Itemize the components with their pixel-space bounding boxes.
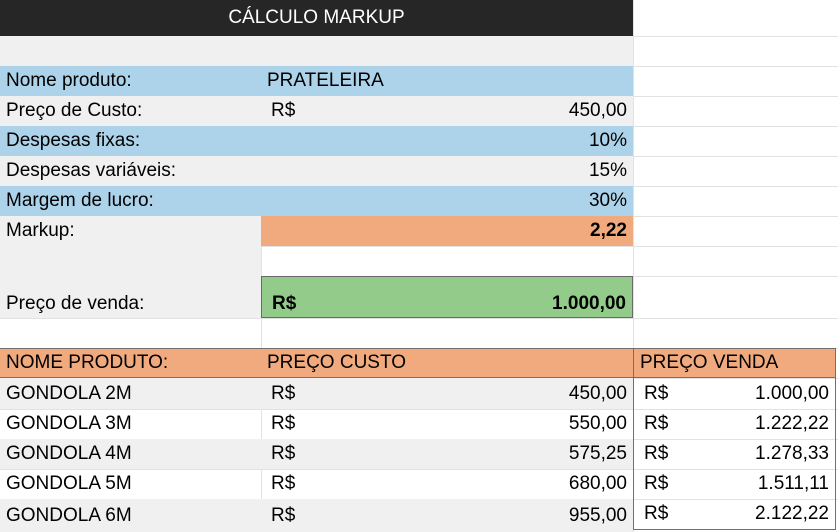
currency-symbol: R$: [644, 443, 669, 464]
header-cost-price[interactable]: PREÇO CUSTO: [261, 348, 633, 378]
table-row-price[interactable]: R$ 1.511,11: [633, 469, 836, 499]
sale-price-cell[interactable]: R$ 1.000,00: [261, 276, 633, 318]
price-value: 1.511,11: [757, 473, 829, 494]
markup-value[interactable]: 2,22: [261, 216, 633, 246]
cost-value: 550,00: [568, 413, 627, 434]
markup-label[interactable]: Markup:: [0, 216, 261, 246]
currency-symbol: R$: [644, 473, 669, 494]
variable-expenses-value[interactable]: 15%: [261, 156, 633, 186]
empty-row[interactable]: [0, 36, 633, 66]
fixed-expenses-value[interactable]: 10%: [261, 126, 633, 156]
sheet-title[interactable]: CÁLCULO MARKUP: [0, 0, 633, 36]
currency-symbol: R$: [271, 473, 296, 494]
table-row-price[interactable]: R$ 1.278,33: [633, 439, 836, 469]
currency-symbol: R$: [271, 382, 296, 404]
table-row-name[interactable]: GONDOLA 2M: [0, 378, 261, 409]
cost-price-value: 450,00: [568, 100, 627, 121]
table-row-name[interactable]: GONDOLA 6M: [0, 499, 261, 532]
price-value: 2.122,22: [755, 503, 829, 524]
currency-symbol: R$: [272, 293, 297, 314]
currency-symbol: R$: [644, 413, 669, 434]
table-row-cost[interactable]: R$ 680,00: [261, 469, 633, 499]
table-row-name[interactable]: GONDOLA 3M: [6, 413, 132, 434]
profit-margin-value[interactable]: 30%: [261, 186, 633, 216]
price-value: 1.222,22: [755, 413, 829, 434]
empty-row[interactable]: [0, 246, 261, 276]
currency-symbol: R$: [644, 503, 669, 524]
currency-symbol: R$: [271, 443, 296, 464]
currency-symbol: R$: [271, 413, 296, 434]
profit-margin-label[interactable]: Margem de lucro:: [0, 186, 261, 216]
cost-value: 955,00: [568, 504, 627, 526]
sale-price-label[interactable]: Preço de venda:: [0, 276, 261, 318]
currency-symbol: R$: [271, 504, 296, 526]
sale-price-value: 1.000,00: [552, 293, 626, 314]
product-name-value[interactable]: PRATELEIRA: [261, 66, 633, 96]
header-sale-price[interactable]: PREÇO VENDA: [633, 348, 836, 378]
cost-price-cell[interactable]: R$ 450,00: [261, 96, 633, 126]
product-name-label[interactable]: Nome produto:: [0, 66, 261, 96]
table-row-name[interactable]: GONDOLA 4M: [0, 439, 261, 469]
cost-value: 575,25: [568, 443, 627, 464]
cost-price-label[interactable]: Preço de Custo:: [0, 96, 261, 126]
table-row-price[interactable]: R$ 1.222,22: [633, 409, 836, 439]
cost-value: 450,00: [568, 382, 627, 404]
table-row-price[interactable]: R$ 2.122,22: [633, 499, 836, 530]
fixed-expenses-label[interactable]: Despesas fixas:: [0, 126, 261, 156]
table-row-price[interactable]: R$ 1.000,00: [633, 378, 836, 409]
table-row-cost[interactable]: R$ 550,00: [261, 409, 633, 439]
price-value: 1.278,33: [755, 443, 829, 464]
cost-value: 680,00: [568, 473, 627, 494]
table-row-name[interactable]: GONDOLA 5M: [6, 473, 132, 494]
header-product-name[interactable]: NOME PRODUTO:: [0, 348, 261, 378]
currency-symbol: R$: [644, 382, 669, 404]
currency-symbol: R$: [271, 100, 296, 121]
table-row-cost[interactable]: R$ 955,00: [261, 499, 633, 532]
table-row-cost[interactable]: R$ 575,25: [261, 439, 633, 469]
price-value: 1.000,00: [755, 382, 829, 404]
variable-expenses-label[interactable]: Despesas variáveis:: [0, 156, 261, 186]
table-row-cost[interactable]: R$ 450,00: [261, 378, 633, 409]
